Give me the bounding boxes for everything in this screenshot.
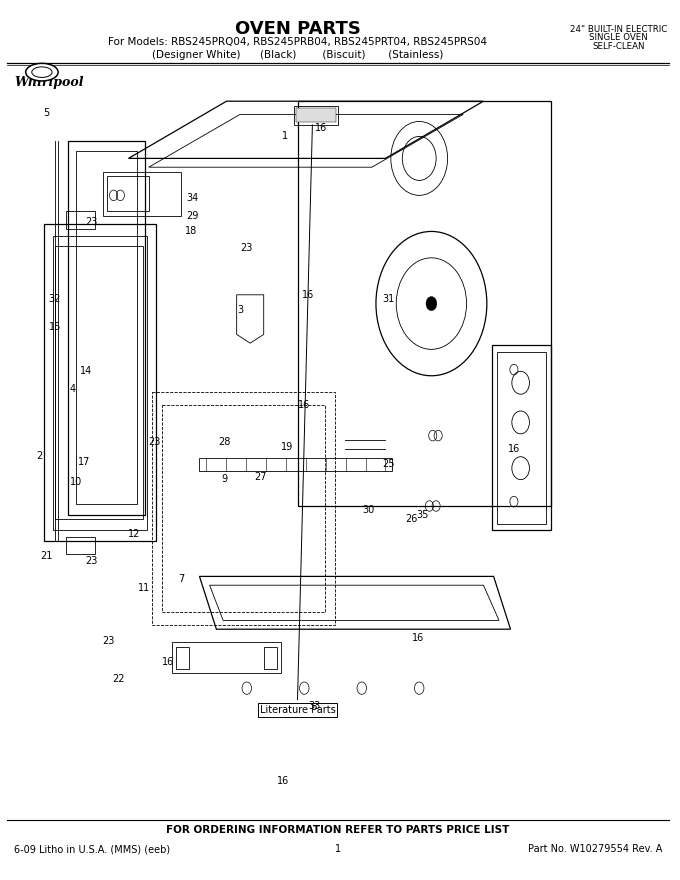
Text: 1: 1: [335, 844, 341, 854]
Text: For Models: RBS245PRQ04, RBS245PRB04, RBS245PRT04, RBS245PRS04: For Models: RBS245PRQ04, RBS245PRB04, RB…: [108, 37, 487, 48]
Text: 25: 25: [383, 458, 395, 469]
Text: 27: 27: [254, 472, 267, 482]
Text: 22: 22: [112, 674, 124, 685]
Text: Whirlpool: Whirlpool: [14, 77, 84, 89]
Text: 10: 10: [69, 477, 82, 488]
Text: 12: 12: [128, 529, 140, 539]
Text: 16: 16: [277, 776, 289, 787]
Text: 16: 16: [301, 290, 313, 300]
Text: 9: 9: [222, 473, 228, 484]
Text: 7: 7: [178, 574, 184, 584]
Text: 24" BUILT-IN ELECTRIC: 24" BUILT-IN ELECTRIC: [570, 25, 667, 33]
Text: 28: 28: [218, 436, 231, 447]
Ellipse shape: [26, 63, 58, 81]
Text: 31: 31: [383, 294, 395, 304]
Text: 18: 18: [184, 225, 197, 236]
Text: OVEN PARTS: OVEN PARTS: [235, 20, 360, 38]
Text: 26: 26: [405, 514, 418, 524]
Text: Part No. W10279554 Rev. A: Part No. W10279554 Rev. A: [528, 844, 662, 854]
Text: 17: 17: [78, 457, 90, 467]
Text: 1: 1: [282, 131, 288, 142]
Text: 23: 23: [85, 556, 97, 567]
Text: 29: 29: [186, 210, 199, 221]
Text: 21: 21: [40, 551, 52, 561]
Text: 23: 23: [85, 216, 97, 227]
Text: 30: 30: [362, 505, 375, 516]
Text: 23: 23: [102, 635, 114, 646]
Text: 35: 35: [416, 510, 429, 520]
Text: 32: 32: [48, 294, 61, 304]
Text: 14: 14: [80, 366, 92, 377]
Text: 4: 4: [70, 384, 76, 394]
Text: Literature Parts: Literature Parts: [260, 705, 335, 715]
Text: 16: 16: [508, 444, 520, 454]
Text: FOR ORDERING INFORMATION REFER TO PARTS PRICE LIST: FOR ORDERING INFORMATION REFER TO PARTS …: [167, 825, 510, 835]
Text: 33: 33: [308, 700, 320, 711]
Text: 23: 23: [241, 243, 253, 253]
Text: 23: 23: [148, 436, 160, 447]
Text: 16: 16: [298, 400, 310, 410]
Text: 3: 3: [237, 304, 243, 315]
Text: 15: 15: [49, 322, 62, 333]
Text: 5: 5: [43, 107, 49, 118]
Text: (Designer White)      (Black)        (Biscuit)       (Stainless): (Designer White) (Black) (Biscuit) (Stai…: [152, 49, 443, 60]
Polygon shape: [296, 108, 336, 122]
Text: SINGLE OVEN: SINGLE OVEN: [590, 33, 648, 42]
Text: 16: 16: [162, 656, 174, 667]
Text: 11: 11: [138, 583, 150, 593]
Ellipse shape: [32, 67, 52, 77]
Text: 34: 34: [186, 193, 199, 203]
Text: SELF-CLEAN: SELF-CLEAN: [592, 42, 645, 51]
Text: 16: 16: [412, 633, 424, 643]
Text: 6-09 Litho in U.S.A. (MMS) (eeb): 6-09 Litho in U.S.A. (MMS) (eeb): [14, 844, 169, 854]
Text: 2: 2: [36, 451, 42, 461]
Circle shape: [426, 297, 437, 311]
Text: 16: 16: [315, 122, 327, 133]
Text: 19: 19: [282, 442, 294, 452]
